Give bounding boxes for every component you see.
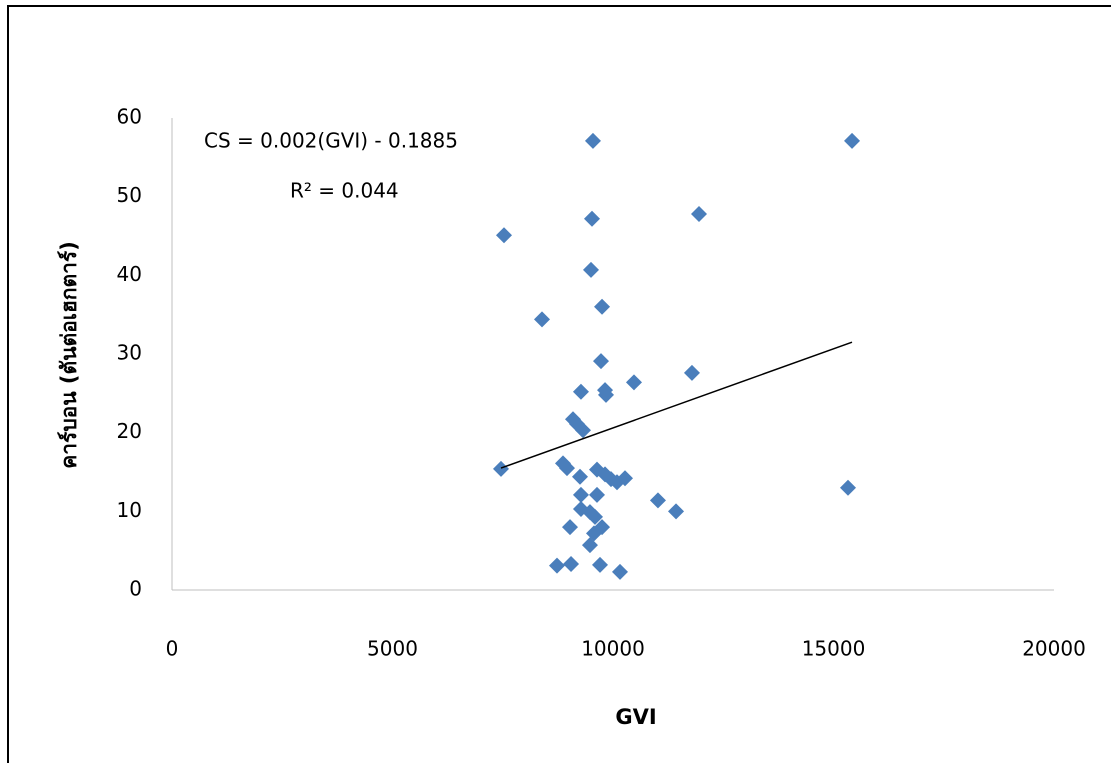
point (581, 537, 598, 554)
x-tick-label: 20000 (1022, 637, 1086, 661)
point (609, 474, 626, 491)
point (572, 486, 589, 503)
y-tick-label: 40 (117, 262, 142, 286)
point (690, 205, 707, 222)
point (584, 210, 601, 227)
point (683, 364, 700, 381)
point (597, 386, 614, 403)
point (492, 460, 509, 477)
x-tick-label: 15000 (802, 637, 866, 661)
point (495, 227, 512, 244)
point (575, 422, 592, 439)
y-tick-label: 10 (117, 498, 142, 522)
point (840, 479, 857, 496)
point (591, 556, 608, 573)
point (548, 557, 565, 574)
point (572, 468, 589, 485)
y-axis-label: คาร์บอน (ตันต่อเฮกตาร์) (57, 241, 81, 469)
x-axis-label: GVI (615, 705, 656, 729)
equation: CS = 0.002(GVI) - 0.1885 (204, 129, 458, 153)
y-tick-label: 20 (117, 419, 142, 443)
x-tick-label: 10000 (581, 637, 645, 661)
point (588, 486, 605, 503)
point (844, 132, 861, 149)
point (587, 508, 604, 525)
y-tick-label: 60 (117, 105, 142, 129)
x-tick-label: 0 (166, 637, 179, 661)
point (533, 311, 550, 328)
r-squared: R² = 0.044 (290, 179, 399, 203)
point (593, 353, 610, 370)
point (563, 556, 580, 573)
point (572, 383, 589, 400)
point (612, 563, 629, 580)
point (649, 492, 666, 509)
point (668, 503, 685, 520)
point (584, 132, 601, 149)
point (594, 298, 611, 315)
x-tick-label: 5000 (367, 637, 418, 661)
frame (7, 5, 1111, 767)
y-tick-label: 30 (117, 341, 142, 365)
point (582, 261, 599, 278)
point (559, 460, 576, 477)
trendline (500, 341, 853, 469)
y-tick-label: 50 (117, 183, 142, 207)
point (562, 519, 579, 536)
point (625, 374, 642, 391)
y-tick-label: 0 (129, 577, 142, 601)
